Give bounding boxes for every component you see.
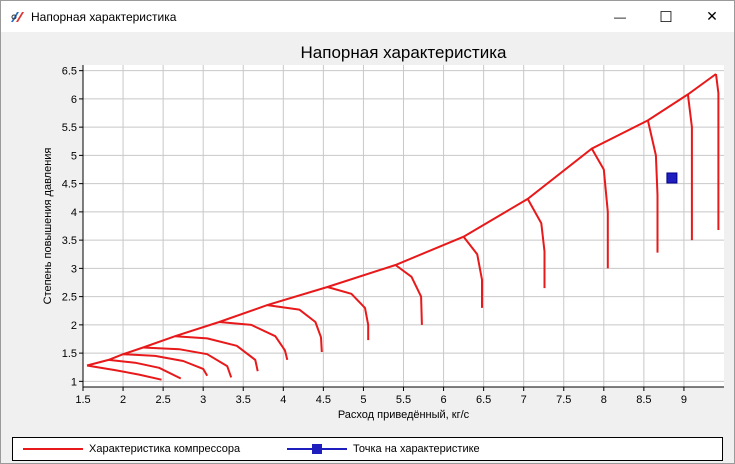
speed-line-5 <box>175 335 259 372</box>
speed-line-12 <box>590 148 609 269</box>
y-tick-label: 1 <box>71 376 77 388</box>
speed-line-1 <box>86 364 162 381</box>
chart-panel: 1.5 2 2.5 3 3.5 4 4.5 5 5.5 6 6.5 7 7.5 8 8.5 9 1 1.5 2 2.5… <box>1 32 734 431</box>
y-tick-label: 4.5 <box>62 179 77 191</box>
x-tick-label: 7 <box>521 394 527 406</box>
operating-point-marker <box>666 172 678 184</box>
y-tick-label: 5.5 <box>62 122 77 134</box>
speed-line-6 <box>219 321 289 361</box>
speed-line-3 <box>123 353 209 377</box>
legend-label-compressor: Характеристика компрессора <box>89 443 241 455</box>
x-tick-label: 7.5 <box>556 394 571 406</box>
speed-line-15 <box>715 73 720 230</box>
x-axis-label: Расход приведённый, кг/с <box>338 409 470 421</box>
close-button[interactable]: ✕ <box>689 1 735 32</box>
y-tick-label: 3.5 <box>62 235 77 247</box>
y-tick-label: 6.5 <box>62 66 77 78</box>
legend-item-compressor: Характеристика компрессора <box>23 438 240 460</box>
x-tick-label: 5.5 <box>396 394 411 406</box>
x-tick-label: 3.5 <box>236 394 251 406</box>
legend-label-point: Точка на характеристике <box>353 443 480 455</box>
x-tick-label: 4 <box>280 394 286 406</box>
speed-line-9 <box>394 264 423 325</box>
x-tick-label: 2 <box>120 394 126 406</box>
x-tick-label: 4.5 <box>316 394 331 406</box>
y-tick-label: 6 <box>71 94 77 106</box>
y-tick-label: 5 <box>71 150 77 162</box>
speed-line-4 <box>143 346 233 378</box>
minimize-button[interactable]: — <box>597 1 643 32</box>
title-bar[interactable]: Напорная характеристика — ☐ ✕ <box>1 1 734 32</box>
x-tick-label: 2.5 <box>155 394 170 406</box>
speed-line-13 <box>646 120 659 253</box>
x-tick-label: 1.5 <box>75 394 90 406</box>
y-tick-label: 2 <box>71 320 77 332</box>
chart-legend: Характеристика компрессора Точка на хара… <box>12 437 723 461</box>
x-tick-label: 8.5 <box>636 394 651 406</box>
maximize-button[interactable]: ☐ <box>643 1 689 32</box>
legend-marker-swatch <box>287 444 347 454</box>
window-title: Напорная характеристика <box>31 10 177 24</box>
speed-line-8 <box>327 286 370 341</box>
speed-line-2 <box>108 358 182 380</box>
speed-line-10 <box>462 236 483 308</box>
app-logo-icon <box>11 12 24 22</box>
speed-line-14 <box>686 94 693 241</box>
legend-item-point: Точка на характеристике <box>287 438 480 460</box>
legend-line-swatch <box>23 448 83 450</box>
y-tick-label: 2.5 <box>62 292 77 304</box>
x-tick-label: 3 <box>200 394 206 406</box>
x-tick-label: 8 <box>601 394 607 406</box>
maximize-icon: ☐ <box>659 8 673 26</box>
x-tick-label: 5 <box>360 394 366 406</box>
minimize-icon: — <box>614 9 626 24</box>
chart-title: Напорная характеристика <box>301 43 508 62</box>
speed-line-7 <box>267 304 323 353</box>
y-tick-label: 3 <box>71 263 77 275</box>
y-tick-label: 4 <box>71 207 77 219</box>
x-tick-label: 6.5 <box>476 394 491 406</box>
y-axis-label: Степень повышения давления <box>42 148 54 305</box>
speed-line-11 <box>526 198 546 289</box>
pressure-chart: 1.5 2 2.5 3 3.5 4 4.5 5 5.5 6 6.5 7 7.5 8 8.5 9 1 1.5 2 2.5… <box>42 43 724 421</box>
close-icon: ✕ <box>706 8 718 24</box>
x-tick-label: 9 <box>681 394 687 406</box>
x-tick-label: 6 <box>441 394 447 406</box>
y-tick-label: 1.5 <box>62 348 77 360</box>
